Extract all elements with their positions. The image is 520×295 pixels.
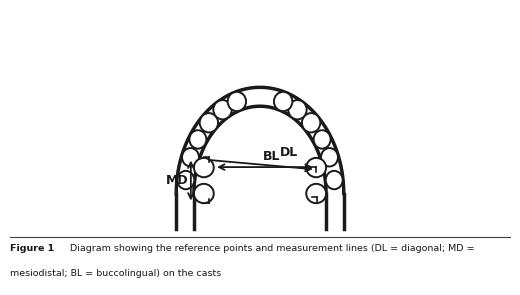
Ellipse shape [288,100,307,119]
Ellipse shape [274,92,292,111]
Ellipse shape [306,158,326,177]
Ellipse shape [302,113,320,132]
Text: MD: MD [165,174,188,187]
Text: Figure 1: Figure 1 [10,244,58,253]
Ellipse shape [194,184,214,203]
Ellipse shape [326,171,343,189]
Ellipse shape [177,171,194,189]
Text: mesiodistal; BL = buccolingual) on the casts: mesiodistal; BL = buccolingual) on the c… [10,269,222,278]
Ellipse shape [306,184,326,203]
Ellipse shape [189,130,206,149]
Ellipse shape [213,100,232,119]
Ellipse shape [182,148,199,166]
Text: BL: BL [263,150,281,163]
Ellipse shape [228,92,246,111]
Ellipse shape [321,148,338,166]
Text: DL: DL [280,146,298,159]
Ellipse shape [314,130,331,149]
Ellipse shape [200,113,218,132]
Text: Diagram showing the reference points and measurement lines (DL = diagonal; MD =: Diagram showing the reference points and… [70,244,475,253]
Ellipse shape [194,158,214,177]
